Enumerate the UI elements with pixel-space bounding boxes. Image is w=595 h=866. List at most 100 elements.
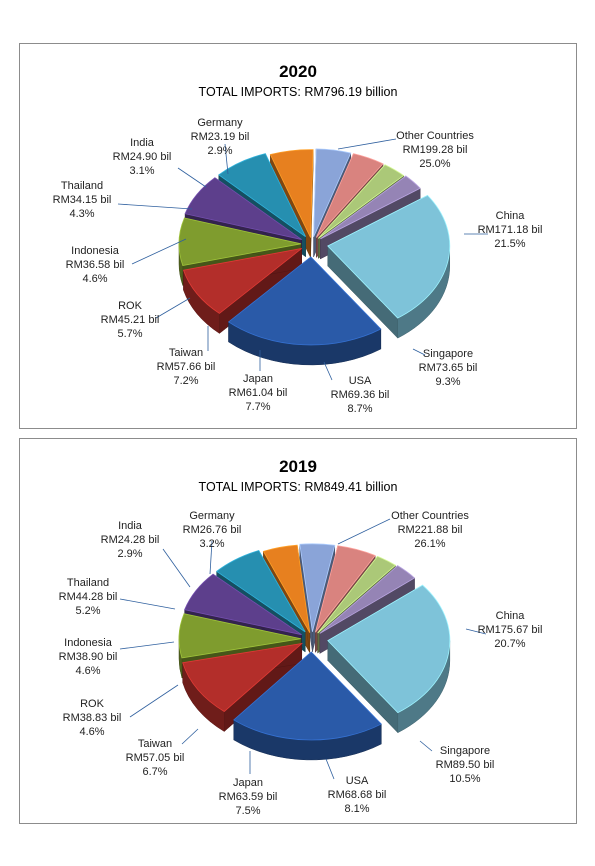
chart-subtitle: TOTAL IMPORTS: RM849.41 billion <box>199 480 398 494</box>
slice-label-india: India RM24.90 bil 3.1% <box>113 137 207 188</box>
slice-percent-label: 2.9% <box>117 548 142 560</box>
slice-value-label: RM38.83 bil <box>63 712 122 724</box>
slice-percent-label: 7.2% <box>173 375 198 387</box>
slice-category-label: India <box>130 137 155 149</box>
leader-line <box>181 728 199 745</box>
slice-category-label: Germany <box>189 510 235 522</box>
leader-line <box>155 297 191 319</box>
slice-value-label: RM36.58 bil <box>66 259 125 271</box>
slice-category-label: China <box>496 210 526 222</box>
chart-title: 2020 <box>279 62 317 81</box>
slice-value-label: RM221.88 bil <box>398 524 463 536</box>
leader-line <box>209 540 213 575</box>
pie-slice-other-countries <box>327 584 451 734</box>
slice-label-taiwan: Taiwan RM57.05 bil 6.7% <box>126 728 199 778</box>
slice-label-usa: USA RM69.36 bil 8.7% <box>323 361 390 415</box>
slice-percent-label: 2.9% <box>207 145 232 157</box>
slice-percent-label: 6.7% <box>142 766 167 778</box>
slice-labels: China RM171.18 bil 21.5% Singapore RM73.65 b… <box>53 117 543 415</box>
slice-category-label: Singapore <box>423 348 473 360</box>
slice-label-germany: Germany RM26.76 bil 3.2% <box>183 510 242 575</box>
slice-label-taiwan: Taiwan RM57.66 bil 7.2% <box>157 326 215 387</box>
slice-percent-label: 10.5% <box>449 773 480 785</box>
slice-percent-label: 7.5% <box>235 805 260 817</box>
slice-percent-label: 3.1% <box>129 165 154 177</box>
slice-labels: China RM175.67 bil 20.7% Singapore RM89.50 b… <box>59 510 543 817</box>
slice-category-label: Thailand <box>61 180 103 192</box>
slice-percent-label: 9.3% <box>435 376 460 388</box>
leader-line <box>337 138 397 150</box>
leader-line <box>129 684 179 718</box>
slice-category-label: Other Countries <box>396 130 474 142</box>
slice-value-label: RM26.76 bil <box>183 524 242 536</box>
slice-value-label: RM69.36 bil <box>331 389 390 401</box>
leader-line <box>419 740 433 752</box>
pie-slice-china <box>233 651 382 761</box>
slice-label-rok: ROK RM38.83 bil 4.6% <box>63 684 179 738</box>
slice-label-singapore: Singapore RM89.50 bil 10.5% <box>419 740 494 785</box>
slice-category-label: Taiwan <box>169 347 203 359</box>
slice-value-label: RM175.67 bil <box>478 624 543 636</box>
slice-percent-label: 4.6% <box>75 665 100 677</box>
slice-label-japan: Japan RM63.59 bil 7.5% <box>219 751 278 817</box>
slice-category-label: USA <box>346 775 369 787</box>
slice-label-china: China RM175.67 bil 20.7% <box>465 610 543 650</box>
slice-category-label: China <box>496 610 526 622</box>
chart-title: 2019 <box>279 457 317 476</box>
slice-label-other-countries: Other Countries RM221.88 bil 26.1% <box>337 510 469 550</box>
slice-value-label: RM44.28 bil <box>59 591 118 603</box>
pie-slice-china <box>227 256 382 366</box>
slice-label-other-countries: Other Countries RM199.28 bil 25.0% <box>337 130 474 170</box>
slice-label-indonesia: Indonesia RM36.58 bil 4.6% <box>66 238 187 285</box>
slice-percent-label: 4.6% <box>79 726 104 738</box>
slice-category-label: India <box>118 520 143 532</box>
slice-category-label: Taiwan <box>138 738 172 750</box>
slice-category-label: ROK <box>118 300 143 312</box>
slice-label-singapore: Singapore RM73.65 bil 9.3% <box>412 348 477 388</box>
slice-value-label: RM24.90 bil <box>113 151 172 163</box>
chart-panel-2019: 2019 TOTAL IMPORTS: RM849.41 billion Chi… <box>19 438 577 824</box>
slice-category-label: USA <box>349 375 372 387</box>
slice-value-label: RM34.15 bil <box>53 194 112 206</box>
slice-value-label: RM24.28 bil <box>101 534 160 546</box>
slice-percent-label: 8.7% <box>347 403 372 415</box>
leader-line <box>119 641 175 650</box>
slice-label-india: India RM24.28 bil 2.9% <box>101 520 191 588</box>
slice-percent-label: 5.7% <box>117 328 142 340</box>
slice-value-label: RM63.59 bil <box>219 791 278 803</box>
pie-slices <box>178 148 451 366</box>
slice-category-label: Indonesia <box>71 245 120 257</box>
slice-category-label: Japan <box>243 373 273 385</box>
slice-label-usa: USA RM68.68 bil 8.1% <box>325 758 387 815</box>
leader-line <box>117 203 193 210</box>
slice-category-label: Singapore <box>440 745 490 757</box>
leader-line <box>162 548 191 588</box>
slice-label-indonesia: Indonesia RM38.90 bil 4.6% <box>59 637 175 677</box>
leader-line <box>119 598 176 610</box>
slice-category-label: Japan <box>233 777 263 789</box>
slice-value-label: RM61.04 bil <box>229 387 288 399</box>
slice-percent-label: 4.3% <box>69 208 94 220</box>
slice-label-thailand: Thailand RM44.28 bil 5.2% <box>59 577 176 617</box>
slice-category-label: Germany <box>197 117 243 129</box>
slice-value-label: RM23.19 bil <box>191 131 250 143</box>
slice-percent-label: 26.1% <box>414 538 445 550</box>
leader-line <box>224 143 229 175</box>
pie-chart-2020: 2020 TOTAL IMPORTS: RM796.19 billion Chi… <box>53 62 543 415</box>
slice-value-label: RM57.05 bil <box>126 752 185 764</box>
chart-subtitle: TOTAL IMPORTS: RM796.19 billion <box>199 85 398 99</box>
slice-category-label: ROK <box>80 698 105 710</box>
slice-category-label: Thailand <box>67 577 109 589</box>
slice-value-label: RM38.90 bil <box>59 651 118 663</box>
pie-slice-singapore <box>182 247 302 334</box>
slice-value-label: RM68.68 bil <box>328 789 387 801</box>
slice-value-label: RM45.21 bil <box>101 314 160 326</box>
slice-label-china: China RM171.18 bil 21.5% <box>464 210 542 250</box>
pie-slice-other-countries <box>327 194 451 339</box>
slice-percent-label: 8.1% <box>344 803 369 815</box>
leader-line <box>177 167 207 188</box>
slice-percent-label: 21.5% <box>494 238 525 250</box>
slice-category-label: Other Countries <box>391 510 469 522</box>
slice-percent-label: 4.6% <box>82 273 107 285</box>
pie-slices <box>178 543 451 761</box>
